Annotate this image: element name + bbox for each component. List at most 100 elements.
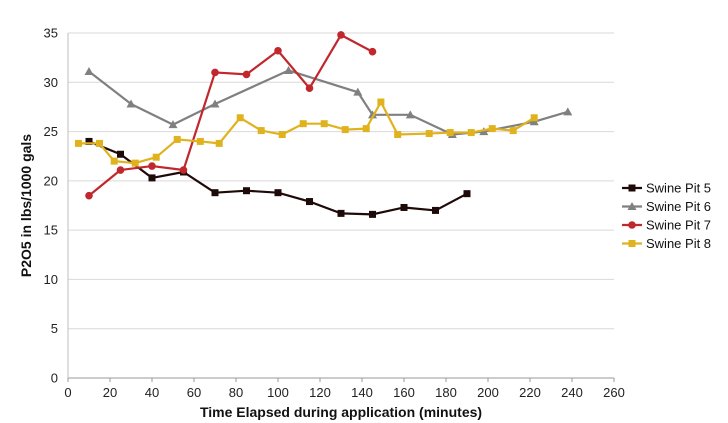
data-point-swine-pit-7	[368, 47, 377, 56]
data-point-swine-pit-7	[148, 162, 156, 170]
x-tick-label: 80	[229, 385, 243, 400]
legend-label: Swine Pit 7	[646, 218, 711, 233]
gridlines	[68, 32, 614, 330]
series-line-swine-pit-7	[88, 33, 374, 197]
x-tick-label: 140	[351, 385, 373, 400]
x-tick-label: 240	[561, 385, 583, 400]
legend-item-swine-pit-5: Swine Pit 5	[622, 181, 711, 196]
data-point-swine-pit-6	[368, 110, 377, 119]
series-swine-pit-6	[84, 65, 573, 139]
data-point-swine-pit-7	[211, 68, 219, 77]
data-point-swine-pit-6	[284, 65, 293, 74]
legend-swatch-marker	[627, 202, 637, 210]
data-point-swine-pit-5	[148, 174, 156, 182]
data-point-swine-pit-7	[116, 166, 125, 174]
data-point-swine-pit-7	[274, 46, 282, 55]
x-tick-label: 40	[145, 385, 159, 400]
data-point-swine-pit-5	[463, 190, 471, 198]
data-point-swine-pit-8	[467, 129, 475, 137]
data-point-swine-pit-8	[110, 157, 118, 165]
data-point-swine-pit-8	[425, 130, 433, 138]
data-point-swine-pit-6	[168, 120, 178, 129]
legend-item-swine-pit-8: Swine Pit 8	[622, 236, 711, 251]
series-group	[75, 31, 573, 218]
x-tick-label: 220	[519, 385, 541, 400]
x-tick-label: 180	[435, 385, 457, 400]
data-point-swine-pit-6	[563, 107, 573, 116]
legend-label: Swine Pit 6	[646, 199, 711, 214]
legend-swatch-marker	[628, 240, 636, 247]
data-point-swine-pit-8	[362, 125, 370, 133]
data-point-swine-pit-8	[278, 131, 286, 139]
data-point-swine-pit-7	[179, 166, 188, 174]
legend-item-swine-pit-6: Swine Pit 6	[622, 199, 711, 214]
data-point-swine-pit-8	[341, 126, 349, 134]
data-point-swine-pit-6	[353, 87, 363, 96]
legend: Swine Pit 5 Swine Pit 6 Swine Pit 7 Swine P…	[622, 181, 711, 251]
data-point-swine-pit-8	[530, 114, 538, 122]
data-point-swine-pit-8	[236, 114, 244, 122]
data-point-swine-pit-7	[242, 70, 251, 79]
data-point-swine-pit-8	[509, 127, 517, 135]
legend-item-swine-pit-7: Swine Pit 7	[622, 218, 711, 233]
data-point-swine-pit-8	[75, 139, 82, 147]
data-point-swine-pit-8	[377, 98, 385, 106]
x-axis-title: Time Elapsed during application (minutes…	[200, 404, 482, 420]
data-point-swine-pit-5	[337, 209, 345, 217]
data-point-swine-pit-8	[446, 129, 454, 137]
y-tick-label: 5	[51, 321, 58, 336]
x-tick-label: 60	[187, 385, 201, 400]
data-point-swine-pit-7	[85, 191, 93, 200]
data-point-swine-pit-8	[299, 120, 307, 128]
data-point-swine-pit-5	[117, 150, 124, 158]
data-point-swine-pit-6	[84, 66, 94, 75]
data-point-swine-pit-5	[306, 198, 313, 206]
y-tick-label: 25	[44, 124, 58, 139]
data-point-swine-pit-8	[215, 139, 223, 147]
x-tick-label: 160	[393, 385, 415, 400]
data-point-swine-pit-6	[210, 99, 220, 108]
y-tick-label: 30	[44, 75, 58, 90]
data-point-swine-pit-8	[173, 135, 181, 143]
data-point-swine-pit-5	[432, 206, 439, 214]
data-point-swine-pit-5	[274, 189, 282, 197]
y-tick-label: 0	[51, 371, 58, 386]
data-point-swine-pit-7	[305, 84, 314, 92]
data-point-swine-pit-5	[211, 189, 219, 197]
data-point-swine-pit-5	[400, 203, 408, 211]
legend-swatch-marker	[628, 184, 636, 192]
x-tick-label: 0	[64, 385, 71, 400]
series-swine-pit-8	[75, 98, 538, 167]
data-point-swine-pit-5	[243, 187, 250, 195]
data-point-swine-pit-5	[85, 137, 93, 145]
x-tick-label: 200	[477, 385, 499, 400]
legend-label: Swine Pit 5	[646, 181, 711, 196]
series-swine-pit-5	[85, 137, 471, 218]
axes	[67, 33, 615, 382]
data-point-swine-pit-7	[337, 31, 345, 39]
legend-label: Swine Pit 8	[646, 236, 711, 251]
data-point-swine-pit-8	[394, 131, 402, 139]
y-tick-labels: 0 5 10 15 20 25 30 35	[44, 26, 58, 386]
y-tick-label: 10	[44, 272, 58, 287]
data-point-swine-pit-8	[152, 153, 160, 161]
data-point-swine-pit-8	[320, 120, 328, 128]
data-point-swine-pit-6	[405, 110, 415, 119]
x-tick-label: 260	[603, 385, 625, 400]
y-tick-label: 20	[44, 173, 58, 188]
y-axis-title: P2O5 in lbs/1000 gals	[18, 134, 34, 277]
legend-swatch-marker	[628, 221, 636, 229]
y-tick-label: 15	[44, 223, 58, 238]
data-point-swine-pit-8	[488, 125, 496, 133]
data-point-swine-pit-5	[369, 210, 376, 218]
data-point-swine-pit-8	[96, 139, 103, 147]
y-tick-label: 35	[44, 26, 58, 41]
x-tick-label: 100	[267, 385, 289, 400]
x-tick-label: 120	[309, 385, 331, 400]
series-line-swine-pit-5	[88, 140, 468, 216]
data-point-swine-pit-8	[196, 137, 204, 145]
x-tick-label: 20	[103, 385, 117, 400]
data-point-swine-pit-6	[126, 99, 136, 108]
series-swine-pit-7	[85, 31, 377, 200]
